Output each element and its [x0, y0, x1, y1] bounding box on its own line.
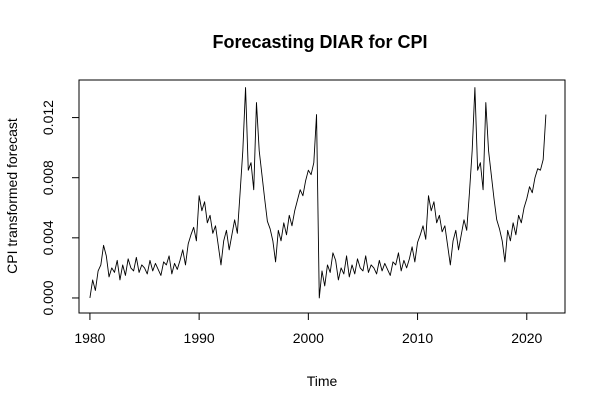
y-tick-label: 0.004	[40, 220, 56, 255]
cpi-forecast-line	[89, 87, 547, 299]
y-tick-label: 0.008	[40, 160, 56, 195]
plot-area-border	[78, 79, 566, 314]
x-axis-label: Time	[307, 373, 338, 389]
x-tick-label: 1980	[74, 330, 105, 346]
y-axis-label: CPI transformed forecast	[4, 118, 20, 274]
y-axis: 0.000 0.004 0.008 0.012	[40, 100, 80, 315]
y-tick-label: 0.012	[40, 100, 56, 135]
x-tick-label: 2000	[293, 330, 324, 346]
y-tick-label: 0.000	[40, 280, 56, 315]
chart-title: Forecasting DIAR for CPI	[212, 32, 427, 52]
x-tick-label: 2020	[511, 330, 542, 346]
x-tick-label: 1990	[184, 330, 215, 346]
x-tick-label: 2010	[402, 330, 433, 346]
x-axis: 1980 1990 2000 2010 2020	[74, 312, 543, 346]
